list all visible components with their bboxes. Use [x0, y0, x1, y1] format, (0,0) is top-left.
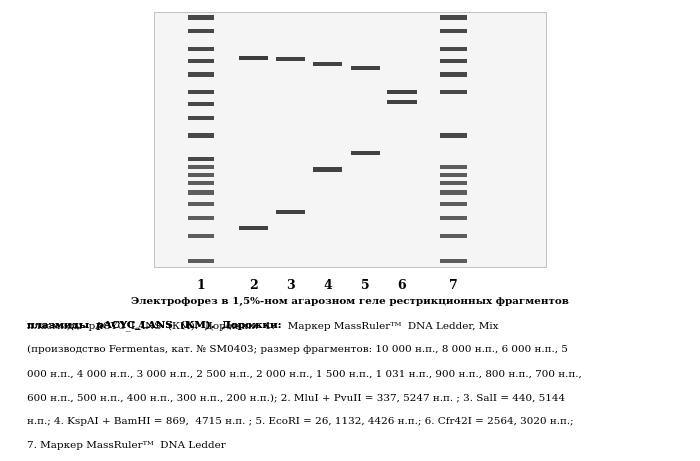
- Bar: [440, 190, 467, 195]
- Bar: [188, 101, 214, 106]
- Text: 6: 6: [398, 279, 406, 292]
- Bar: [351, 151, 380, 155]
- Text: плазмиды  pACYC_LANS  (КМ).  Дорожки:: плазмиды pACYC_LANS (КМ). Дорожки:: [27, 321, 281, 331]
- Bar: [313, 167, 342, 171]
- Bar: [188, 202, 214, 206]
- Text: 7: 7: [449, 279, 458, 292]
- Bar: [239, 226, 268, 230]
- Bar: [188, 133, 214, 137]
- Bar: [188, 116, 214, 120]
- Text: 000 н.п., 4 000 н.п., 3 000 н.п., 2 500 н.п., 2 000 н.п., 1 500 н.п., 1 031 н.п.: 000 н.п., 4 000 н.п., 3 000 н.п., 2 500 …: [27, 369, 581, 378]
- Bar: [188, 29, 214, 33]
- Bar: [440, 234, 467, 238]
- Bar: [440, 181, 467, 185]
- Bar: [188, 90, 214, 95]
- Text: 2: 2: [249, 279, 258, 292]
- Text: 7. Маркер MassRulerᵀᴹ  DNA Ledder: 7. Маркер MassRulerᵀᴹ DNA Ledder: [27, 441, 225, 450]
- Bar: [440, 165, 467, 169]
- Bar: [440, 90, 467, 95]
- Bar: [440, 202, 467, 206]
- Bar: [440, 259, 467, 263]
- Bar: [313, 62, 342, 66]
- Bar: [188, 157, 214, 161]
- Bar: [276, 57, 305, 61]
- Text: н.п.; 4. KspAI + BamHI = 869,  4715 н.п. ; 5. EcoRI = 26, 1132, 4426 н.п.; 6. Cf: н.п.; 4. KspAI + BamHI = 869, 4715 н.п. …: [27, 417, 573, 426]
- Bar: [440, 72, 467, 77]
- Bar: [188, 47, 214, 51]
- Text: 3: 3: [286, 279, 295, 292]
- Bar: [239, 55, 268, 59]
- Bar: [188, 165, 214, 169]
- Text: 1: 1: [197, 279, 205, 292]
- Bar: [351, 66, 380, 70]
- Bar: [154, 12, 546, 267]
- Bar: [188, 216, 214, 220]
- Text: (производство Fermentas, кат. № SM0403; размер фрагментов: 10 000 н.п., 8 000 н.: (производство Fermentas, кат. № SM0403; …: [27, 345, 568, 355]
- Text: Электрофорез в 1,5%-ном агарозном геле рестрикционных фрагментов: Электрофорез в 1,5%-ном агарозном геле р…: [131, 297, 569, 307]
- Text: плазмиды  pACYC_LANS  (КМ).  Дорожки:  1.    Маркер MassRulerᵀᴹ  DNA Ledder, Mix: плазмиды pACYC_LANS (КМ). Дорожки: 1. Ма…: [27, 321, 498, 331]
- Bar: [440, 15, 467, 19]
- Bar: [387, 100, 416, 104]
- Text: плазмиды  pACYC_LANS  (КМ).  Дорожки:  1.    Маркер MassRulerᵀᴹ  DNA Ledder, Mix: плазмиды pACYC_LANS (КМ). Дорожки: 1. Ма…: [27, 321, 498, 331]
- Bar: [188, 259, 214, 263]
- Text: плазмиды  pACYC_LANS  (КМ).  Дорожки:: плазмиды pACYC_LANS (КМ). Дорожки:: [27, 321, 281, 331]
- Text: 600 н.п., 500 н.п., 400 н.п., 300 н.п., 200 н.п.); 2. MluI + PvuII = 337, 5247 н: 600 н.п., 500 н.п., 400 н.п., 300 н.п., …: [27, 393, 565, 402]
- Bar: [440, 133, 467, 137]
- Bar: [188, 172, 214, 177]
- Bar: [188, 181, 214, 185]
- Bar: [188, 234, 214, 238]
- Bar: [188, 72, 214, 77]
- Bar: [276, 210, 305, 214]
- Bar: [188, 15, 214, 19]
- Bar: [188, 59, 214, 63]
- Bar: [387, 90, 416, 94]
- Bar: [440, 59, 467, 63]
- Text: 4: 4: [323, 279, 332, 292]
- Bar: [440, 216, 467, 220]
- Bar: [440, 47, 467, 51]
- Bar: [440, 172, 467, 177]
- Text: 5: 5: [361, 279, 370, 292]
- Bar: [188, 190, 214, 195]
- Bar: [440, 29, 467, 33]
